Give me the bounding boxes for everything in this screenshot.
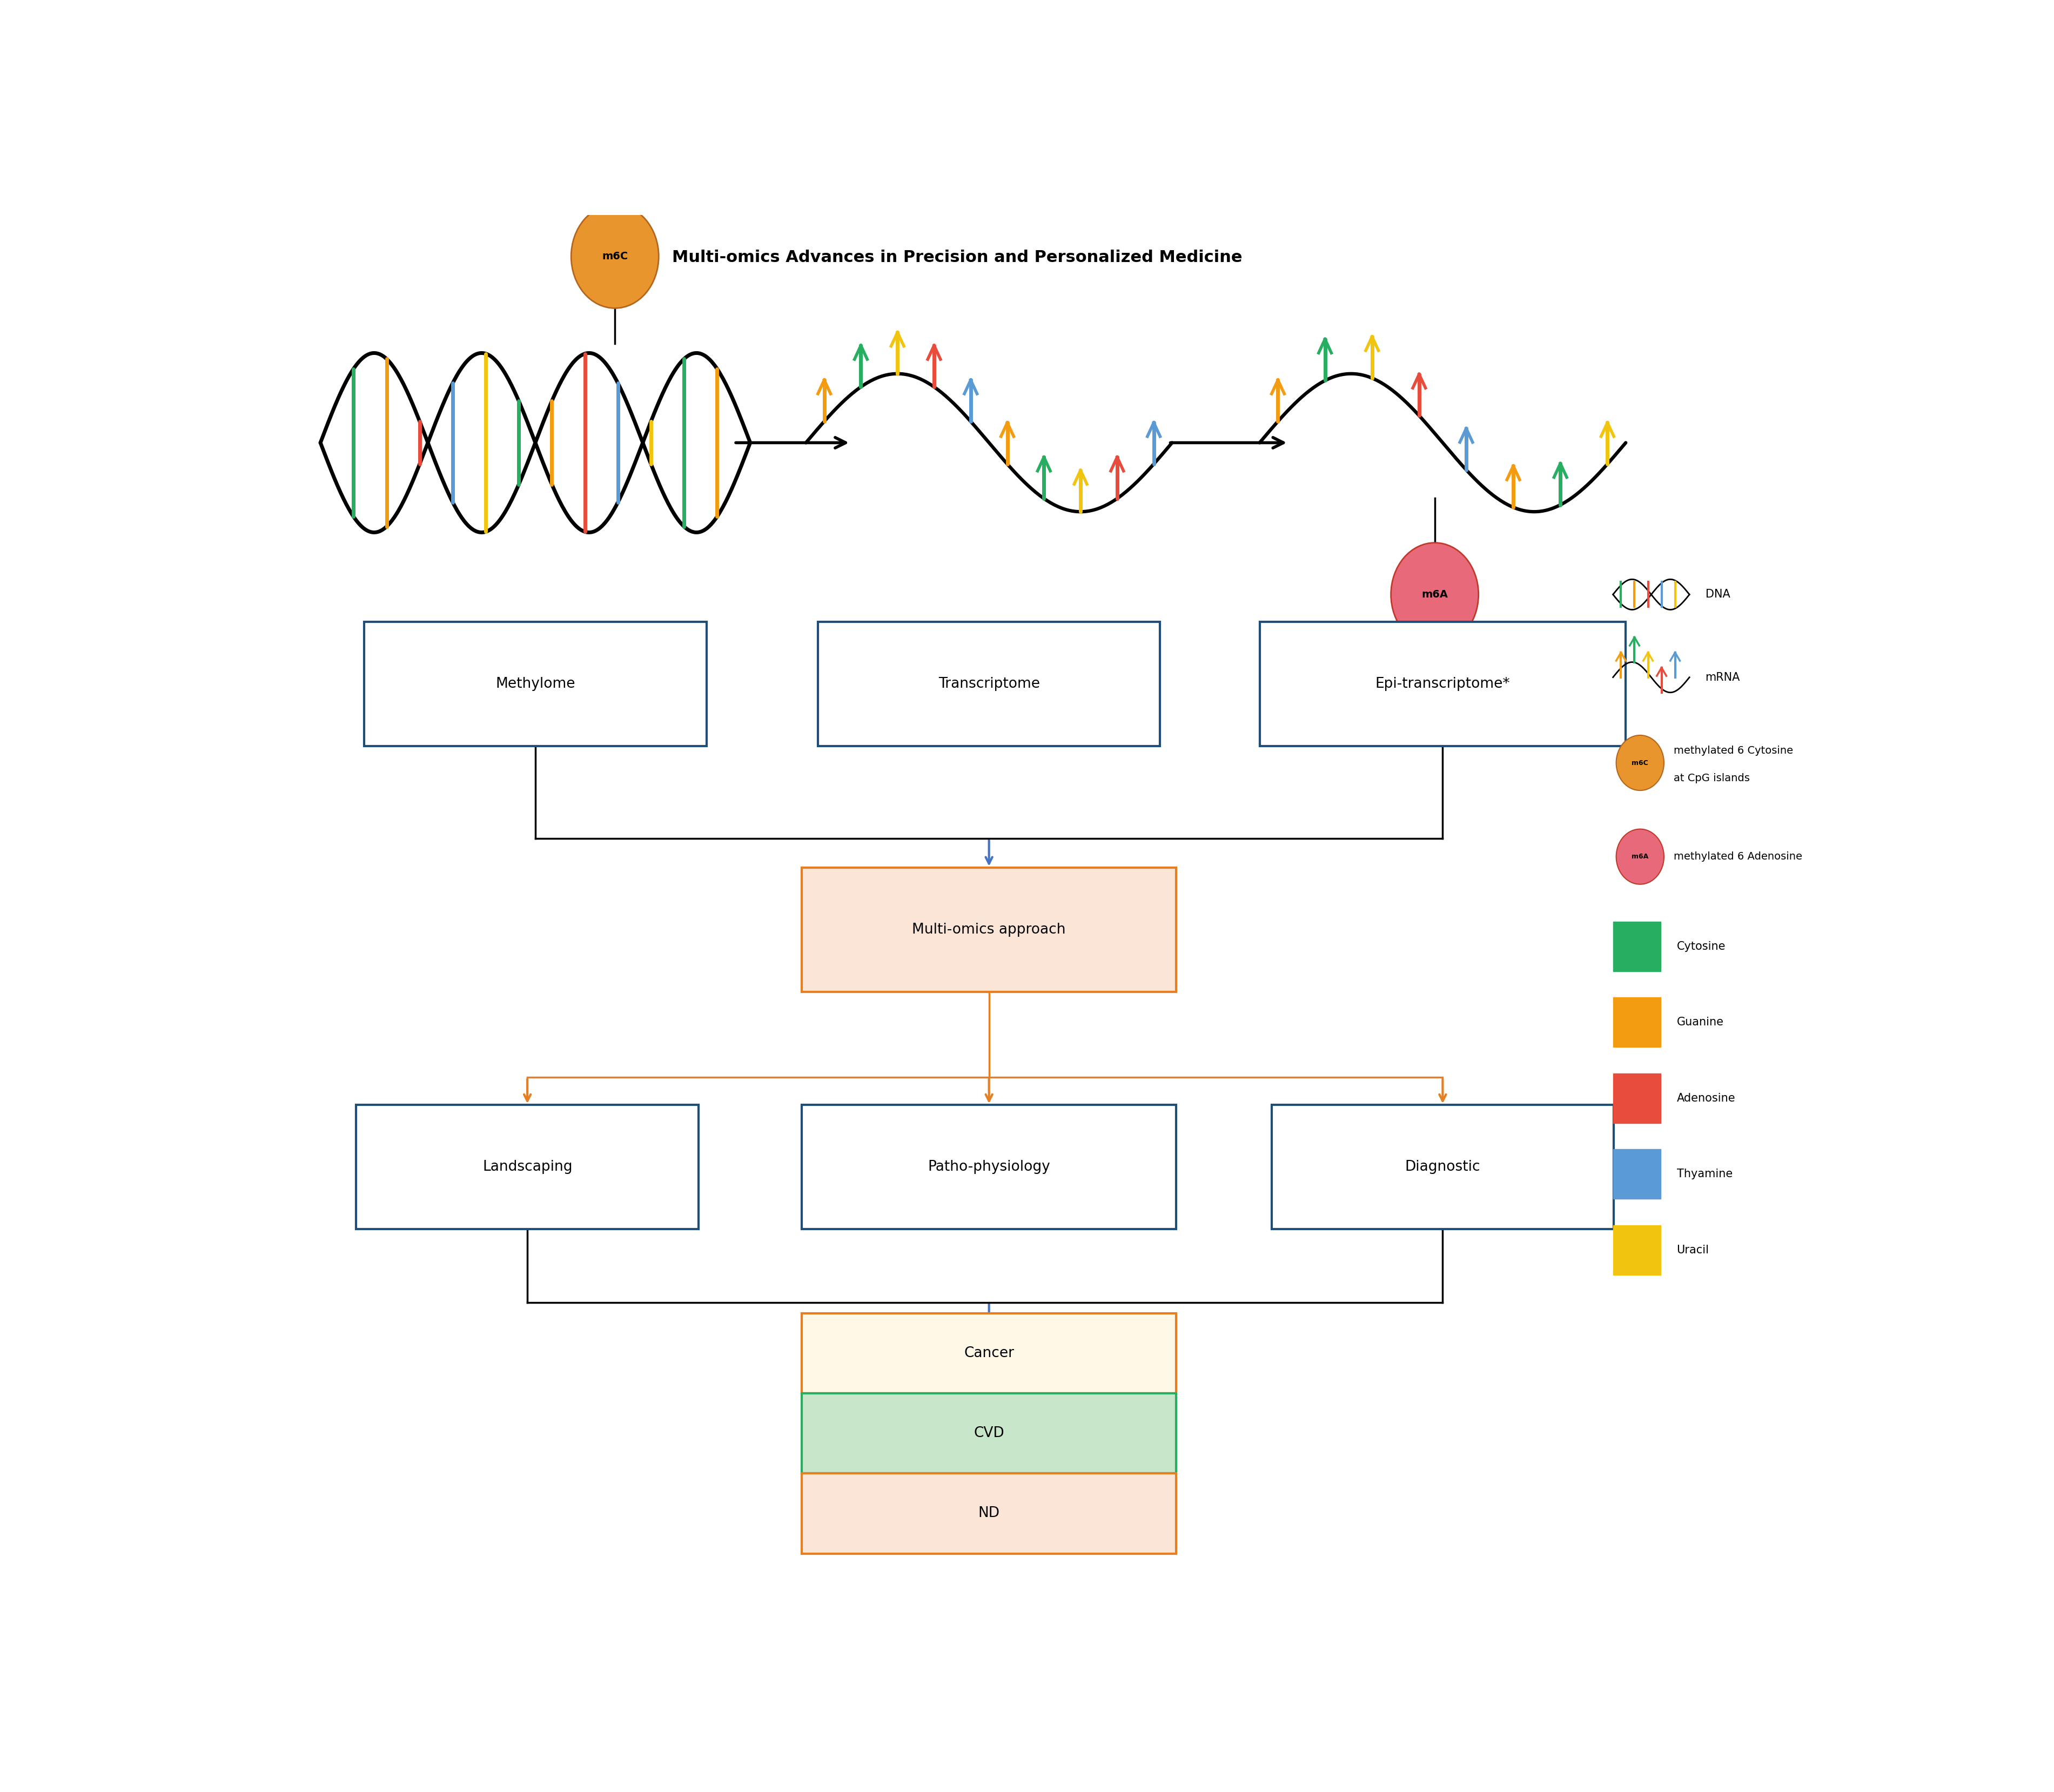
FancyBboxPatch shape — [1271, 1106, 1614, 1229]
Text: DNA: DNA — [1705, 590, 1729, 600]
Text: Multi-omics approach: Multi-omics approach — [912, 923, 1066, 937]
Bar — [1612, 1226, 1662, 1274]
Text: Methylome: Methylome — [495, 677, 575, 692]
Text: Landscaping: Landscaping — [483, 1159, 573, 1174]
Text: Transcriptome: Transcriptome — [939, 677, 1039, 692]
Text: Cancer: Cancer — [963, 1346, 1015, 1360]
Text: Uracil: Uracil — [1676, 1244, 1709, 1256]
Text: methylated 6 Cytosine: methylated 6 Cytosine — [1674, 745, 1793, 756]
Text: mRNA: mRNA — [1705, 672, 1740, 683]
Bar — [1612, 921, 1662, 971]
FancyBboxPatch shape — [1259, 622, 1627, 745]
Text: m6A: m6A — [1631, 853, 1649, 860]
FancyBboxPatch shape — [355, 1106, 698, 1229]
Text: m6C: m6C — [1631, 760, 1649, 767]
Ellipse shape — [1391, 543, 1479, 647]
FancyBboxPatch shape — [801, 867, 1177, 993]
Bar — [1612, 998, 1662, 1047]
Text: Guanine: Guanine — [1676, 1016, 1723, 1027]
Text: Diagnostic: Diagnostic — [1405, 1159, 1481, 1174]
Text: methylated 6 Adenosine: methylated 6 Adenosine — [1674, 851, 1801, 862]
Text: Adenosine: Adenosine — [1676, 1093, 1736, 1104]
Ellipse shape — [1616, 830, 1664, 883]
Ellipse shape — [1616, 735, 1664, 790]
Text: Cytosine: Cytosine — [1676, 941, 1725, 952]
Text: ND: ND — [978, 1507, 1000, 1520]
FancyBboxPatch shape — [801, 1473, 1177, 1554]
FancyBboxPatch shape — [364, 622, 707, 745]
Bar — [1612, 1149, 1662, 1199]
Text: Multi-omics Advances in Precision and Personalized Medicine: Multi-omics Advances in Precision and Pe… — [672, 249, 1243, 265]
Ellipse shape — [571, 204, 659, 308]
FancyBboxPatch shape — [801, 1106, 1177, 1229]
FancyBboxPatch shape — [817, 622, 1161, 745]
Text: Epi-transcriptome*: Epi-transcriptome* — [1376, 677, 1510, 692]
FancyBboxPatch shape — [801, 1394, 1177, 1473]
FancyBboxPatch shape — [801, 1314, 1177, 1394]
Text: m6A: m6A — [1421, 590, 1448, 600]
Text: CVD: CVD — [974, 1426, 1004, 1441]
Text: m6C: m6C — [602, 251, 629, 262]
Text: at CpG islands: at CpG islands — [1674, 772, 1750, 783]
Text: Thyamine: Thyamine — [1676, 1168, 1732, 1179]
Text: Patho-physiology: Patho-physiology — [928, 1159, 1050, 1174]
Bar — [1612, 1073, 1662, 1124]
